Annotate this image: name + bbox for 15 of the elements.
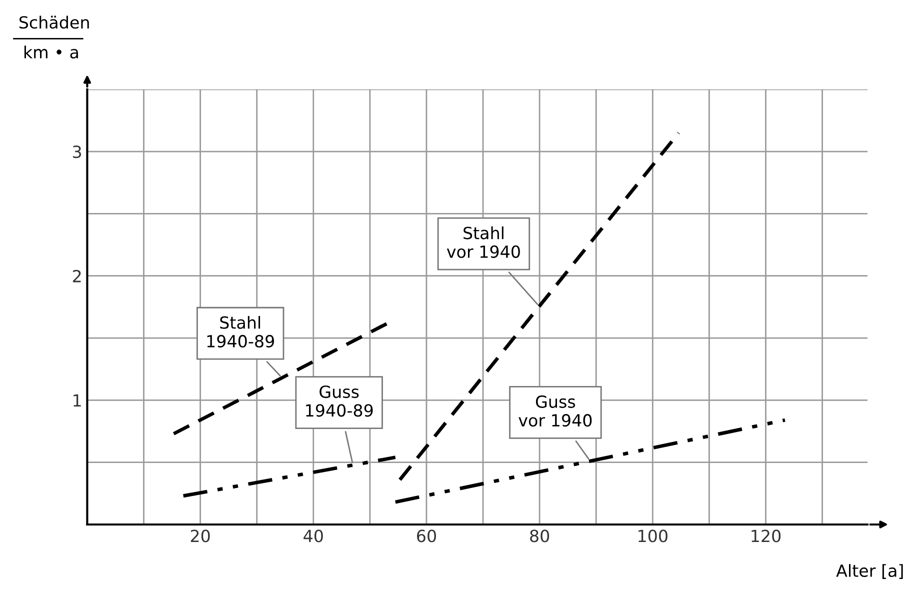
x-axis-title: Alter [a]: [836, 564, 903, 579]
x-tick-label: 60: [417, 530, 436, 542]
x-tick-label: 40: [304, 530, 323, 542]
text: Stahl vor 1940: [446, 226, 520, 258]
x-tick-label: 80: [530, 530, 550, 542]
text: Guss 1940-89: [306, 385, 373, 417]
y-axis-title: Schäden km • a: [19, 16, 89, 58]
series-label: Stahl 1940-89: [207, 316, 274, 348]
x-tick-label: 100: [638, 530, 668, 542]
x-tick-label: 20: [190, 530, 210, 542]
y-tick-label: 3: [73, 146, 82, 158]
x-tick-label: 120: [752, 530, 781, 542]
text: Guss vor 1940: [518, 395, 592, 427]
y-tick-label: 1: [74, 394, 81, 407]
y-tick-label: 2: [72, 270, 81, 282]
